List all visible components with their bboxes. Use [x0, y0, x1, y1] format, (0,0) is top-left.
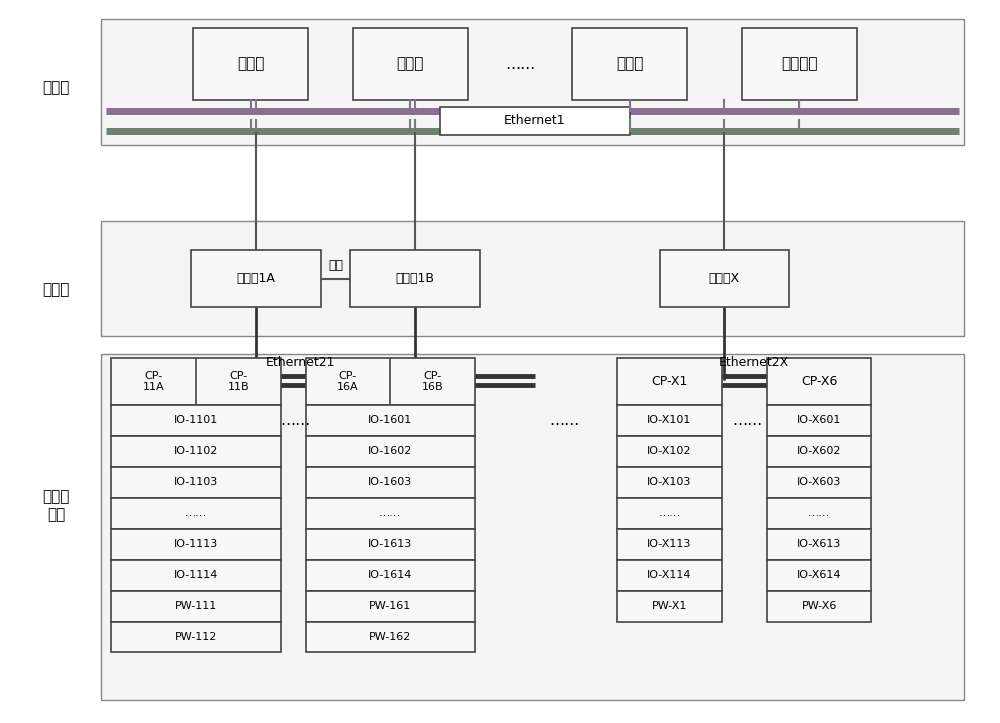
- FancyBboxPatch shape: [306, 591, 475, 622]
- FancyBboxPatch shape: [350, 250, 480, 307]
- Text: IO-X613: IO-X613: [797, 539, 841, 549]
- Text: Ethernet2X: Ethernet2X: [719, 356, 789, 369]
- Text: Ethernet1: Ethernet1: [504, 114, 566, 127]
- Text: ……: ……: [550, 413, 580, 428]
- FancyBboxPatch shape: [617, 436, 722, 466]
- Text: 工程师站: 工程师站: [781, 56, 817, 72]
- FancyBboxPatch shape: [111, 560, 281, 591]
- FancyBboxPatch shape: [617, 405, 722, 436]
- Text: PW-X1: PW-X1: [652, 601, 687, 611]
- Text: IO-X603: IO-X603: [797, 477, 841, 487]
- FancyBboxPatch shape: [306, 560, 475, 591]
- FancyBboxPatch shape: [767, 436, 871, 466]
- FancyBboxPatch shape: [111, 358, 281, 405]
- Text: IO-X114: IO-X114: [647, 570, 692, 580]
- FancyBboxPatch shape: [353, 28, 468, 100]
- FancyBboxPatch shape: [767, 405, 871, 436]
- Text: 监控层: 监控层: [43, 80, 70, 95]
- FancyBboxPatch shape: [617, 591, 722, 622]
- Text: IO-X101: IO-X101: [647, 415, 692, 425]
- Text: 控制器1B: 控制器1B: [396, 272, 435, 285]
- Text: ……: ……: [185, 508, 207, 518]
- Text: PW-112: PW-112: [175, 632, 217, 642]
- FancyBboxPatch shape: [767, 497, 871, 529]
- FancyBboxPatch shape: [660, 250, 789, 307]
- Text: IO-1101: IO-1101: [174, 415, 218, 425]
- FancyBboxPatch shape: [440, 107, 630, 134]
- Text: CP-
16A: CP- 16A: [337, 370, 359, 392]
- FancyBboxPatch shape: [617, 529, 722, 560]
- FancyBboxPatch shape: [617, 497, 722, 529]
- Text: IO-1102: IO-1102: [174, 446, 218, 456]
- Text: 控制器1A: 控制器1A: [236, 272, 275, 285]
- FancyBboxPatch shape: [193, 28, 308, 100]
- Text: PW-162: PW-162: [369, 632, 411, 642]
- Text: 服务器: 服务器: [237, 56, 264, 72]
- Text: IO-X601: IO-X601: [797, 415, 841, 425]
- FancyBboxPatch shape: [306, 436, 475, 466]
- Text: IO-1601: IO-1601: [368, 415, 412, 425]
- Text: ……: ……: [505, 56, 535, 72]
- Text: PW-161: PW-161: [369, 601, 411, 611]
- Text: IO-X102: IO-X102: [647, 446, 692, 456]
- FancyBboxPatch shape: [617, 466, 722, 497]
- Text: IO-X113: IO-X113: [647, 539, 692, 549]
- Text: 输入输
出层: 输入输 出层: [43, 489, 70, 522]
- FancyBboxPatch shape: [111, 466, 281, 497]
- Text: IO-X602: IO-X602: [797, 446, 841, 456]
- Text: 操作站: 操作站: [616, 56, 643, 72]
- FancyBboxPatch shape: [111, 529, 281, 560]
- Text: IO-1614: IO-1614: [368, 570, 412, 580]
- Text: IO-1114: IO-1114: [174, 570, 218, 580]
- FancyBboxPatch shape: [306, 358, 475, 405]
- FancyBboxPatch shape: [306, 622, 475, 652]
- FancyBboxPatch shape: [767, 591, 871, 622]
- Text: PW-111: PW-111: [175, 601, 217, 611]
- FancyBboxPatch shape: [767, 358, 871, 405]
- FancyBboxPatch shape: [111, 591, 281, 622]
- FancyBboxPatch shape: [767, 560, 871, 591]
- Text: IO-X614: IO-X614: [797, 570, 841, 580]
- FancyBboxPatch shape: [306, 529, 475, 560]
- Text: 控制层: 控制层: [43, 282, 70, 297]
- Text: CP-
11B: CP- 11B: [227, 370, 249, 392]
- FancyBboxPatch shape: [742, 28, 857, 100]
- Text: ……: ……: [658, 508, 681, 518]
- FancyBboxPatch shape: [191, 250, 320, 307]
- FancyBboxPatch shape: [767, 466, 871, 497]
- FancyBboxPatch shape: [111, 622, 281, 652]
- Text: IO-1613: IO-1613: [368, 539, 412, 549]
- FancyBboxPatch shape: [572, 28, 687, 100]
- Text: 光纤: 光纤: [328, 260, 343, 273]
- FancyBboxPatch shape: [101, 20, 964, 145]
- Text: IO-1602: IO-1602: [368, 446, 412, 456]
- Text: Ethernet21: Ethernet21: [266, 356, 335, 369]
- FancyBboxPatch shape: [111, 405, 281, 436]
- Text: CP-
11A: CP- 11A: [143, 370, 164, 392]
- Text: CP-X6: CP-X6: [801, 375, 837, 388]
- FancyBboxPatch shape: [111, 497, 281, 529]
- FancyBboxPatch shape: [306, 466, 475, 497]
- FancyBboxPatch shape: [617, 560, 722, 591]
- FancyBboxPatch shape: [306, 497, 475, 529]
- Text: PW-X6: PW-X6: [801, 601, 837, 611]
- Text: IO-1603: IO-1603: [368, 477, 412, 487]
- FancyBboxPatch shape: [617, 358, 722, 405]
- Text: 控制器X: 控制器X: [709, 272, 740, 285]
- FancyBboxPatch shape: [767, 529, 871, 560]
- FancyBboxPatch shape: [101, 221, 964, 336]
- Text: CP-
16B: CP- 16B: [422, 370, 444, 392]
- Text: IO-X103: IO-X103: [647, 477, 692, 487]
- Text: CP-X1: CP-X1: [651, 375, 688, 388]
- FancyBboxPatch shape: [101, 354, 964, 700]
- Text: ……: ……: [808, 508, 830, 518]
- Text: ……: ……: [379, 508, 401, 518]
- Text: IO-1103: IO-1103: [174, 477, 218, 487]
- Text: ……: ……: [280, 413, 311, 428]
- FancyBboxPatch shape: [111, 436, 281, 466]
- Text: ……: ……: [732, 413, 762, 428]
- Text: 操作站: 操作站: [397, 56, 424, 72]
- FancyBboxPatch shape: [306, 405, 475, 436]
- Text: IO-1113: IO-1113: [174, 539, 218, 549]
